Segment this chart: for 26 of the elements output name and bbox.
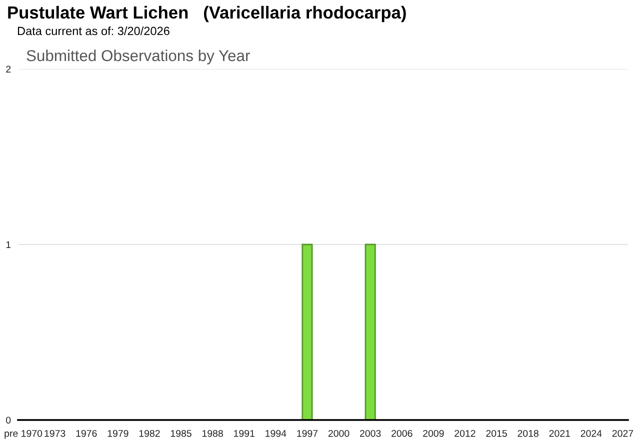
chart-title: Pustulate Wart Lichen (Varicellaria rhodocarpa)	[8, 6, 406, 22]
x-tick-label: 2009	[423, 430, 444, 437]
x-tick-label: 1973	[44, 430, 66, 437]
x-tick-label: 1988	[202, 430, 223, 437]
y-tick-label: 1	[6, 241, 11, 248]
x-tick-label: 2006	[392, 430, 412, 437]
x-tick-label: 2024	[580, 430, 602, 437]
y-tick-label: 2	[6, 66, 11, 73]
x-tick-label: 1976	[76, 430, 97, 437]
text: Submitted Observations by Year	[26, 50, 250, 64]
x-tick-label: 1982	[139, 430, 160, 437]
x-tick-label: 2021	[549, 430, 570, 437]
x-tick-label: 2027	[612, 430, 634, 437]
x-tick-label: 2018	[518, 430, 538, 437]
x-tick-label: 1994	[266, 430, 286, 437]
chart-subtitle: Data current as of: 3/20/2026	[18, 26, 170, 36]
x-tick-label: 2000	[328, 430, 350, 437]
y-tick-label: 0	[6, 416, 11, 424]
x-tick-label: 2003	[360, 430, 381, 437]
x-tick-label: 2015	[486, 430, 507, 437]
x-tick-label: 1997	[297, 430, 318, 437]
x-tick-label: 1979	[108, 430, 128, 437]
x-tick-label: pre 1970	[4, 430, 42, 439]
x-tick-label: 1985	[170, 430, 192, 437]
x-tick-label: 1991	[234, 430, 254, 437]
x-tick-label: 2012	[454, 430, 476, 437]
